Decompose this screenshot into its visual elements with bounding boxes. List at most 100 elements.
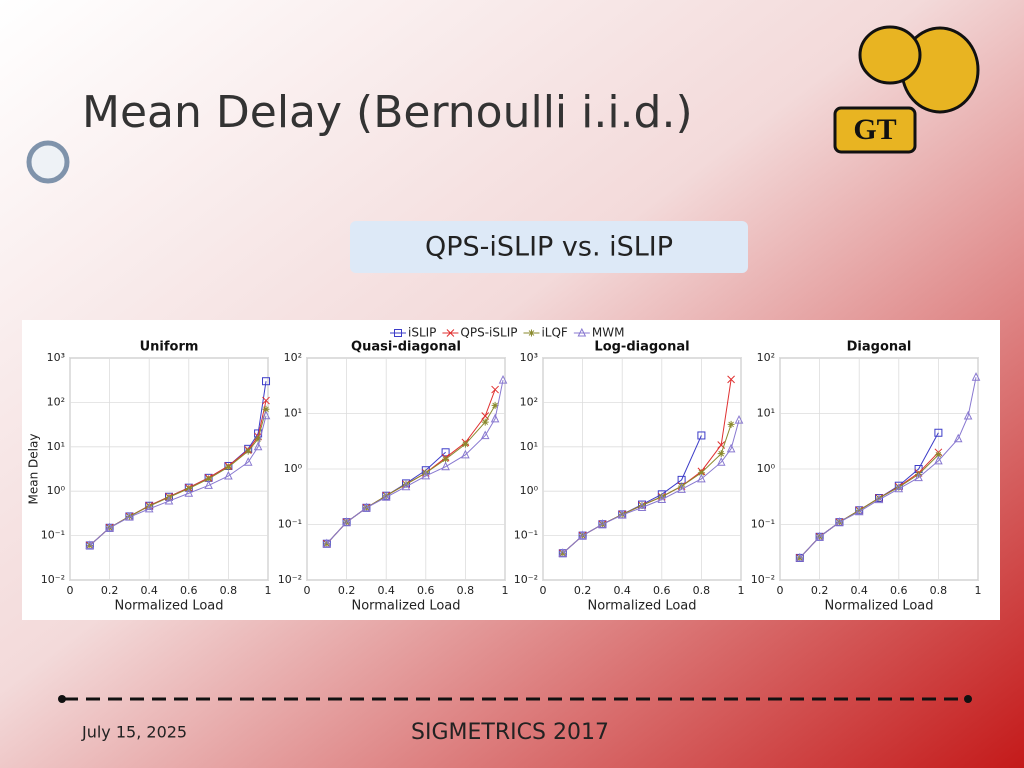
point	[855, 506, 863, 514]
point	[382, 492, 390, 500]
point	[734, 414, 744, 424]
y-tick-label: 10¹	[520, 440, 538, 453]
point	[491, 401, 499, 409]
y-tick-label: 10⁻²	[278, 573, 302, 586]
point	[441, 461, 450, 471]
chart-title: Log-diagonal	[594, 340, 689, 355]
point	[224, 470, 233, 480]
point	[262, 396, 270, 405]
point	[727, 420, 735, 428]
point	[254, 435, 262, 443]
plot-area	[69, 357, 269, 581]
y-tick-label: 10⁻²	[41, 573, 65, 586]
point	[253, 441, 263, 451]
legend-marker	[446, 329, 455, 337]
point	[262, 377, 271, 386]
x-tick-label: 1	[502, 584, 509, 597]
point	[895, 483, 903, 491]
date: July 15, 2025	[81, 723, 187, 742]
point	[498, 374, 508, 384]
point	[244, 447, 252, 455]
x-tick-label: 0	[304, 584, 311, 597]
point	[963, 410, 973, 420]
point	[934, 455, 943, 465]
point	[618, 510, 626, 518]
x-tick-label: 0.2	[101, 584, 119, 597]
point	[894, 483, 904, 493]
legend-label: MWM	[592, 326, 625, 340]
point	[491, 385, 499, 394]
point	[145, 502, 153, 510]
slide-title: Mean Delay (Bernoulli i.i.d.)	[82, 87, 693, 138]
point	[342, 517, 351, 526]
y-tick-label: 10²	[520, 395, 538, 408]
x-tick-label: 0	[540, 584, 547, 597]
point	[558, 548, 568, 557]
point	[481, 418, 489, 426]
rule-end	[58, 695, 66, 703]
legend-label: QPS-iSLIP	[460, 326, 517, 340]
charts: iSLIP QPS-iSLIP iLQF MWM10⁻²10⁻¹10⁰10¹10²10…	[27, 326, 982, 614]
point	[658, 493, 666, 501]
y-tick-label: 10¹	[284, 407, 302, 420]
point	[204, 480, 213, 489]
point	[402, 480, 410, 488]
point	[144, 503, 154, 513]
y-tick-label: 10²	[284, 351, 302, 364]
x-tick-label: 0.6	[890, 584, 908, 597]
x-tick-label: 0.2	[811, 584, 829, 597]
x-axis-label: Normalized Load	[351, 599, 460, 614]
rule-end	[964, 695, 972, 703]
y-tick-label: 10⁰	[47, 484, 66, 497]
point	[637, 502, 647, 511]
point	[322, 538, 332, 548]
subtitle-box	[350, 221, 748, 273]
y-tick-label: 10²	[47, 395, 65, 408]
point	[875, 494, 883, 502]
x-tick-label: 0.2	[574, 584, 592, 597]
chart-title: Uniform	[140, 340, 199, 355]
y-tick-label: 10⁰	[757, 462, 776, 475]
x-tick-label: 0.8	[220, 584, 238, 597]
series-line	[89, 415, 267, 546]
x-tick-label: 1	[265, 584, 272, 597]
x-tick-label: 0	[777, 584, 784, 597]
point	[164, 495, 174, 505]
x-tick-label: 0	[67, 584, 74, 597]
point	[261, 410, 271, 420]
point	[598, 519, 607, 528]
point	[490, 413, 500, 423]
x-tick-label: 0.4	[850, 584, 868, 597]
point	[105, 522, 114, 532]
point	[480, 430, 490, 440]
point	[795, 552, 805, 562]
point	[697, 469, 705, 477]
point	[461, 449, 470, 459]
x-tick-label: 0.6	[180, 584, 198, 597]
legend-marker	[577, 327, 587, 337]
point	[971, 372, 981, 381]
point	[717, 450, 725, 458]
x-tick-label: 0.4	[613, 584, 631, 597]
rule-knob	[26, 140, 70, 184]
point	[578, 530, 587, 540]
point	[953, 433, 963, 443]
point	[125, 512, 133, 520]
point	[224, 463, 232, 471]
point	[934, 451, 942, 459]
point	[262, 405, 270, 413]
chart-title: Diagonal	[847, 340, 912, 355]
point	[421, 470, 431, 480]
y-axis-label: Mean Delay	[27, 434, 41, 505]
y-tick-label: 10⁰	[520, 484, 539, 497]
x-tick-label: 0.8	[457, 584, 475, 597]
point	[381, 492, 391, 501]
point	[914, 472, 923, 482]
x-tick-label: 0.6	[653, 584, 671, 597]
point	[697, 431, 706, 440]
y-tick-label: 10⁻²	[751, 573, 775, 586]
legend-label: iSLIP	[408, 326, 436, 340]
point	[854, 506, 864, 516]
point	[934, 428, 943, 437]
